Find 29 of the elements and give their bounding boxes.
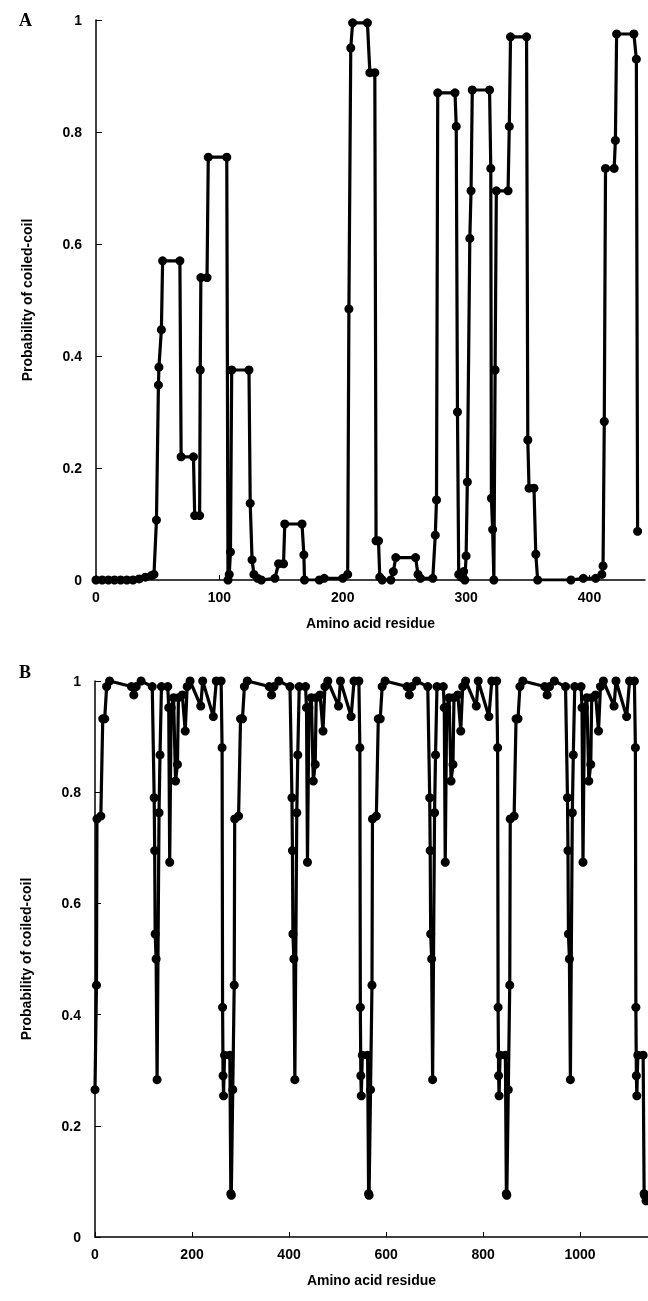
y-tick-label: 0.2 xyxy=(62,460,83,476)
x-tick-label: 400 xyxy=(577,589,602,605)
y-tick-label: 1 xyxy=(73,673,82,689)
x-axis-title: Amino acid residue xyxy=(305,615,436,631)
y-axis-title: Probability of coiled-coil xyxy=(18,877,34,1041)
y-tick-label: 0.4 xyxy=(62,348,83,364)
y-tick-label: 0 xyxy=(73,1229,82,1245)
y-tick-label: 0.2 xyxy=(61,1117,82,1134)
chart-title: A xyxy=(19,10,32,30)
x-tick-label: 0 xyxy=(91,1246,100,1262)
y-tick-label: 0.8 xyxy=(61,784,82,801)
chart-title: B xyxy=(19,662,32,682)
x-tick-label: 400 xyxy=(277,1246,301,1262)
x-tick-label: 200 xyxy=(180,1246,204,1262)
x-tick-label: 600 xyxy=(374,1246,398,1262)
y-tick-label: 0.6 xyxy=(62,236,83,252)
x-tick-label: 200 xyxy=(331,589,355,605)
y-tick-label: 0.4 xyxy=(61,1006,82,1023)
y-tick-label: 0.8 xyxy=(62,124,83,140)
y-tick-label: 1 xyxy=(74,12,83,28)
y-axis-title: Probability of coiled-coil xyxy=(19,218,35,382)
x-axis-title: Amino acid residue xyxy=(306,1272,437,1288)
y-tick-label: 0.6 xyxy=(61,895,82,912)
y-tick-label: 0 xyxy=(74,572,83,588)
x-tick-label: 300 xyxy=(454,589,478,605)
x-tick-label: 0 xyxy=(92,589,101,605)
x-tick-label: 1000 xyxy=(564,1246,596,1262)
x-tick-label: 100 xyxy=(207,589,232,605)
x-tick-label: 800 xyxy=(471,1246,495,1262)
